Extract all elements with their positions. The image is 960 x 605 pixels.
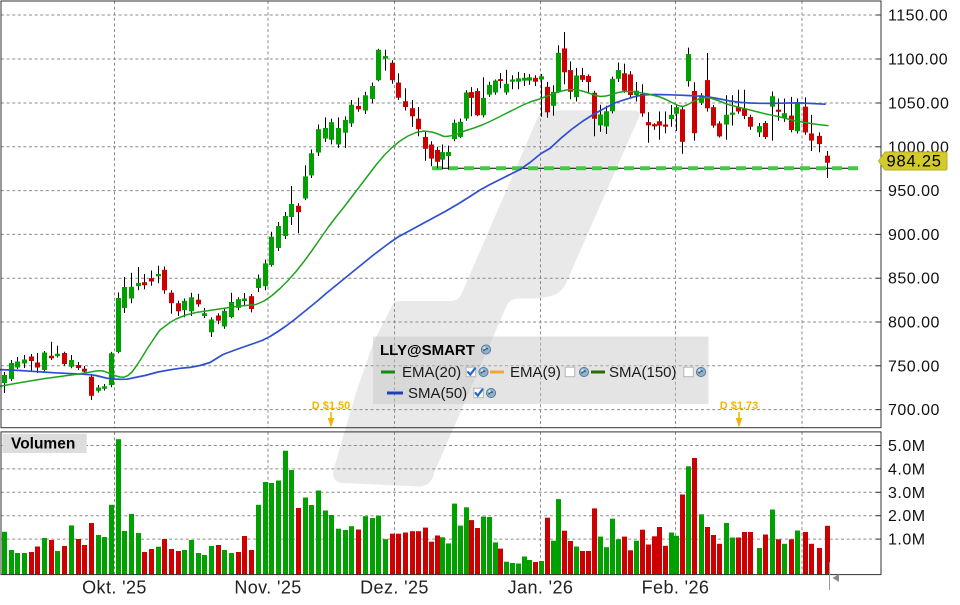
- svg-text:Nov. '25: Nov. '25: [234, 578, 301, 598]
- svg-text:800.00: 800.00: [888, 315, 940, 332]
- svg-text:1050.00: 1050.00: [888, 96, 949, 113]
- svg-text:1100.00: 1100.00: [888, 52, 948, 69]
- svg-text:1150.00: 1150.00: [888, 8, 948, 25]
- svg-text:D $1.50: D $1.50: [312, 400, 351, 412]
- svg-text:Dez. '25: Dez. '25: [360, 578, 429, 598]
- svg-text:900.00: 900.00: [888, 227, 940, 244]
- svg-text:2.0M: 2.0M: [888, 508, 926, 525]
- svg-text:SMA(150): SMA(150): [609, 364, 677, 381]
- svg-text:LLY@SMART: LLY@SMART: [380, 342, 475, 359]
- svg-text:Okt. '25: Okt. '25: [82, 578, 147, 598]
- svg-text:750.00: 750.00: [888, 358, 940, 375]
- svg-text:5.0M: 5.0M: [888, 438, 926, 455]
- svg-text:D $1.73: D $1.73: [720, 400, 759, 412]
- svg-text:Feb. '26: Feb. '26: [642, 578, 710, 598]
- svg-text:1.0M: 1.0M: [888, 532, 926, 549]
- svg-text:950.00: 950.00: [888, 183, 940, 200]
- svg-text:Jan. '26: Jan. '26: [508, 578, 574, 598]
- svg-text:700.00: 700.00: [888, 402, 940, 419]
- svg-text:850.00: 850.00: [888, 271, 940, 288]
- svg-text:984.25: 984.25: [887, 153, 942, 171]
- svg-text:EMA(20): EMA(20): [402, 364, 461, 381]
- svg-text:3.0M: 3.0M: [888, 485, 926, 502]
- svg-text:Volumen: Volumen: [11, 436, 75, 453]
- svg-text:EMA(9): EMA(9): [510, 364, 561, 381]
- svg-text:4.0M: 4.0M: [888, 461, 926, 478]
- svg-text:SMA(50): SMA(50): [408, 385, 467, 402]
